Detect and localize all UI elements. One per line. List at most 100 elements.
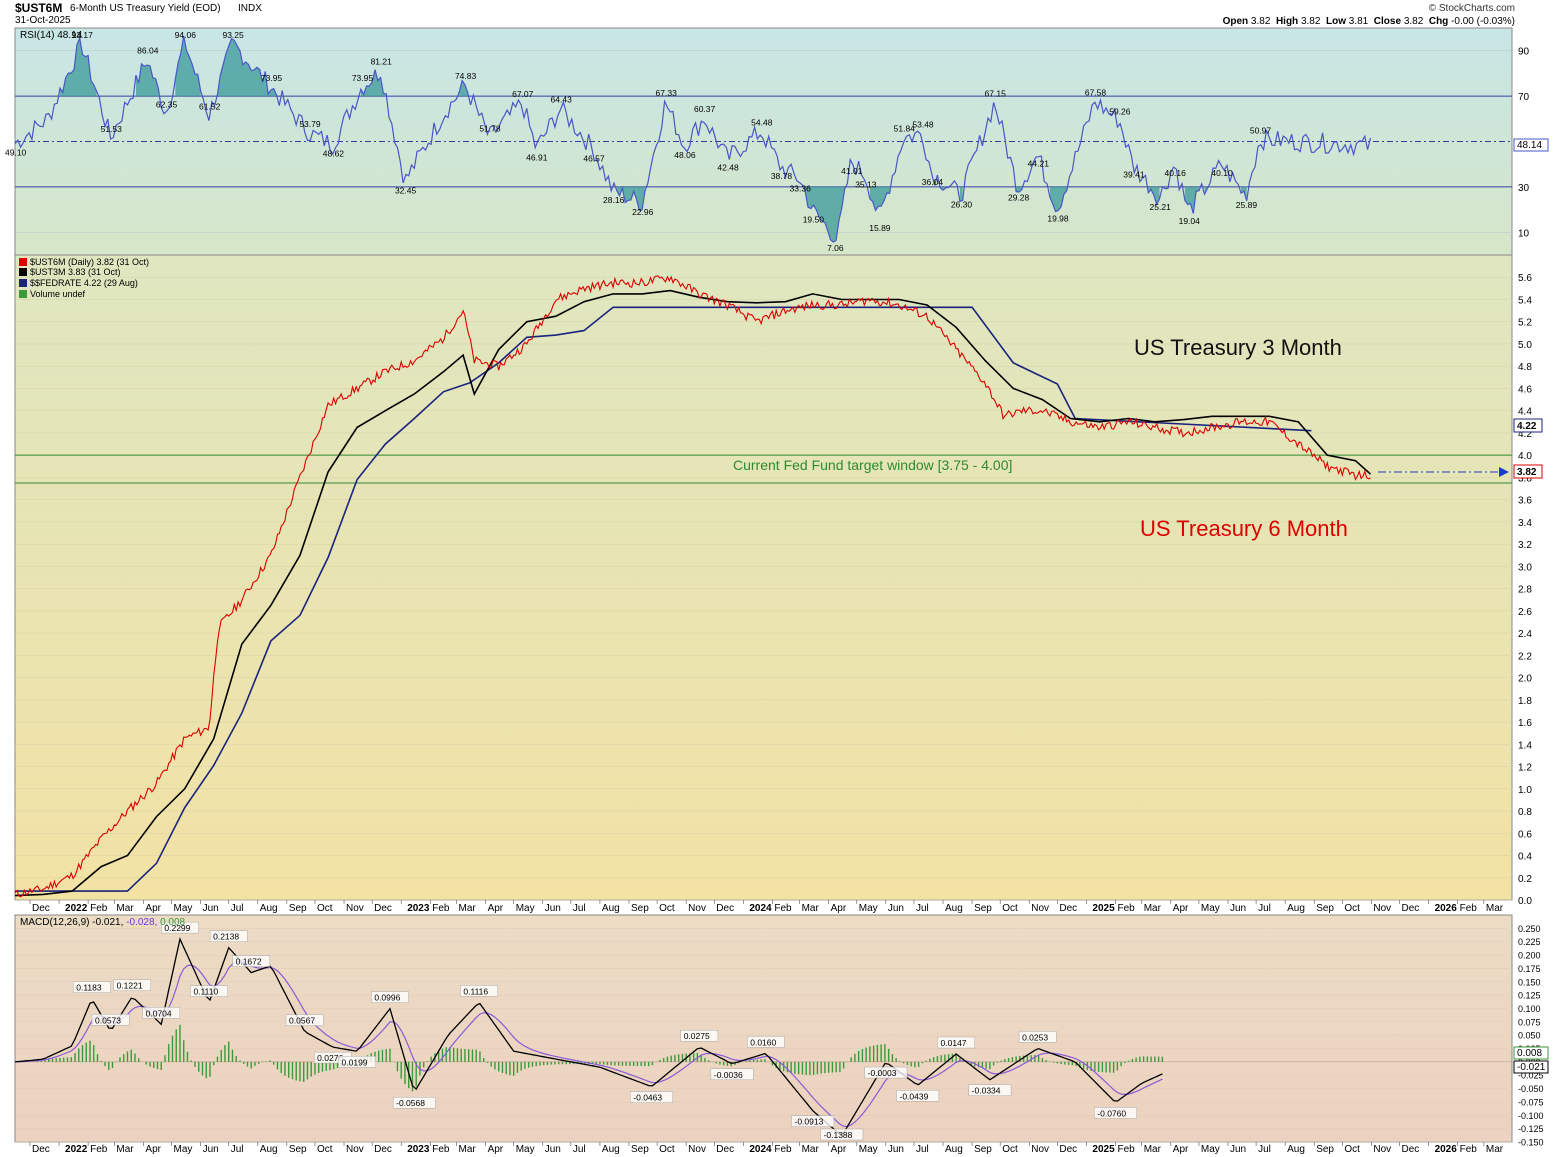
macd-value-label: -0.0439 (899, 1091, 928, 1101)
x-tick-label: Jun (1230, 1144, 1246, 1155)
rsi-value-label: 19.98 (1047, 214, 1069, 224)
macd-label-box (113, 979, 151, 991)
price-legend: $UST6M (Daily) 3.82 (31 Oct) $UST3M 3.83… (19, 257, 149, 299)
close-value: 3.82 (1403, 16, 1424, 27)
x-tick-label: Dec (1059, 1144, 1077, 1155)
price-tick-label: 1.4 (1518, 740, 1532, 751)
x-tick-label: Feb (774, 1144, 792, 1155)
rsi-value-label: 36.04 (922, 177, 944, 187)
x-tick-label: Jul (231, 1144, 244, 1155)
x-tick-label: Mar (1486, 903, 1504, 914)
x-tick-label: Jul (1258, 1144, 1271, 1155)
macd-tick-label: 0.175 (1518, 964, 1541, 974)
price-tick-label: 1.6 (1518, 718, 1532, 729)
rsi-title: RSI(14) 48.14 (20, 30, 83, 41)
x-tick-label: Nov (346, 1144, 364, 1155)
rsi-tick-label: 30 (1518, 183, 1530, 194)
rsi-value-label: 60.37 (694, 104, 716, 114)
rsi-oversold-fill (869, 186, 890, 211)
macd-label-box (338, 1056, 376, 1068)
x-tick-label: Nov (346, 903, 364, 914)
macd-value-label: 0.0160 (750, 1037, 776, 1047)
macd-title-signal: -0.028, (126, 917, 157, 928)
rsi-tick-label: 70 (1518, 92, 1530, 103)
x-tick-label: Apr (145, 1144, 161, 1155)
legend-entry-fedrate: $$FEDRATE 4.22 (29 Aug) (30, 278, 138, 288)
fedrate-tag-box (1513, 418, 1543, 433)
rsi-value-label: 40.10 (1211, 168, 1233, 178)
rsi-value-label: 19.50 (803, 215, 825, 225)
macd-tick-label: 0.125 (1518, 991, 1541, 1001)
ust6m-series-line (14, 275, 1371, 898)
macd-label-box (710, 1068, 754, 1081)
macd-value-label: -0.0913 (795, 1117, 824, 1127)
x-tick-label: Dec (32, 1144, 50, 1155)
rsi-value-label: 59.26 (1109, 106, 1131, 116)
rsi-value-label: 40.16 (1165, 168, 1187, 178)
chart-header: $UST6M 6-Month US Treasury Yield (EOD) I… (0, 0, 1565, 28)
rsi-value-label: 51.78 (479, 123, 501, 133)
legend-entry-ust6m: $UST6M (Daily) 3.82 (31 Oct) (30, 257, 149, 267)
macd-value-label: 0.2138 (213, 932, 239, 942)
rsi-value-label: 41.01 (841, 166, 863, 176)
x-tick-label: Apr (145, 903, 161, 914)
macd-label-box (791, 1115, 835, 1127)
rsi-value-label: 62.35 (156, 99, 178, 109)
price-tick-label: 2.8 (1518, 585, 1532, 596)
rsi-value-label: 48.06 (674, 150, 696, 160)
x-tick-label: Oct (1002, 903, 1018, 914)
x-tick-label: Oct (1002, 1144, 1018, 1155)
macd-line-tag-box (1513, 1060, 1549, 1074)
rsi-oversold-fill (1049, 186, 1067, 212)
x-tick-label: Aug (945, 1144, 963, 1155)
x-tick-label: 2026 (1435, 903, 1458, 914)
x-tick-label: Feb (774, 903, 792, 914)
rsi-value-label: 74.83 (455, 71, 477, 81)
macd-label-box (161, 921, 199, 934)
x-tick-label: 2026 (1435, 1144, 1458, 1155)
x-tick-label: May (516, 1144, 535, 1155)
rsi-value-label: 67.07 (512, 89, 534, 99)
chg-value: -0.00 (-0.03%) (1451, 16, 1515, 27)
x-tick-label: Nov (1373, 903, 1391, 914)
x-tick-label: Dec (1402, 903, 1420, 914)
legend-entry-volume: Volume undef (30, 289, 86, 299)
rsi-value-label: 67.15 (985, 89, 1007, 99)
x-tick-label: Mar (116, 1144, 134, 1155)
x-tick-label: Dec (716, 903, 734, 914)
macd-value-label: 0.0253 (1022, 1032, 1048, 1042)
open-label: Open (1222, 16, 1249, 27)
x-tick-label: Apr (488, 903, 504, 914)
macd-value-label: 0.0275 (684, 1031, 710, 1041)
x-tick-label: May (516, 903, 535, 914)
x-tick-label: Aug (260, 1144, 278, 1155)
symbol: $UST6M (15, 1, 63, 15)
macd-line-tag: -0.021 (1517, 1062, 1546, 1073)
macd-tick-label: 0.250 (1518, 924, 1541, 934)
rsi-value-label: 67.33 (656, 88, 678, 98)
macd-tick-label: 0.150 (1518, 977, 1541, 987)
legend-swatch-ust6m (19, 258, 27, 266)
open-value: 3.82 (1250, 16, 1271, 27)
price-tick-label: 5.4 (1518, 295, 1532, 306)
price-tick-label: 3.6 (1518, 496, 1532, 507)
x-tick-label: Oct (1344, 903, 1360, 914)
x-tick-label: Jul (231, 903, 244, 914)
rsi-current-tag: 48.14 (1517, 140, 1542, 151)
rsi-value-label: 81.21 (371, 57, 393, 67)
projection-arrow-head (1499, 467, 1509, 477)
macd-label-box (232, 955, 271, 967)
x-tick-label: Nov (688, 903, 706, 914)
symbol-name: 6-Month US Treasury Yield (EOD) (70, 3, 221, 14)
macd-label-box (91, 1014, 130, 1026)
price-tick-label: 4.6 (1518, 384, 1532, 395)
macd-label-box (968, 1084, 1012, 1096)
macd-gridlines (15, 928, 1512, 1143)
price-tick-label: 2.0 (1518, 674, 1532, 685)
x-tick-label: Dec (716, 1144, 734, 1155)
macd-label-box (896, 1090, 940, 1102)
macd-tick-label: -0.025 (1518, 1071, 1544, 1081)
rsi-value-label: 51.84 (894, 123, 916, 133)
x-tick-label: May (1201, 903, 1220, 914)
x-tick-label: Mar (802, 903, 820, 914)
